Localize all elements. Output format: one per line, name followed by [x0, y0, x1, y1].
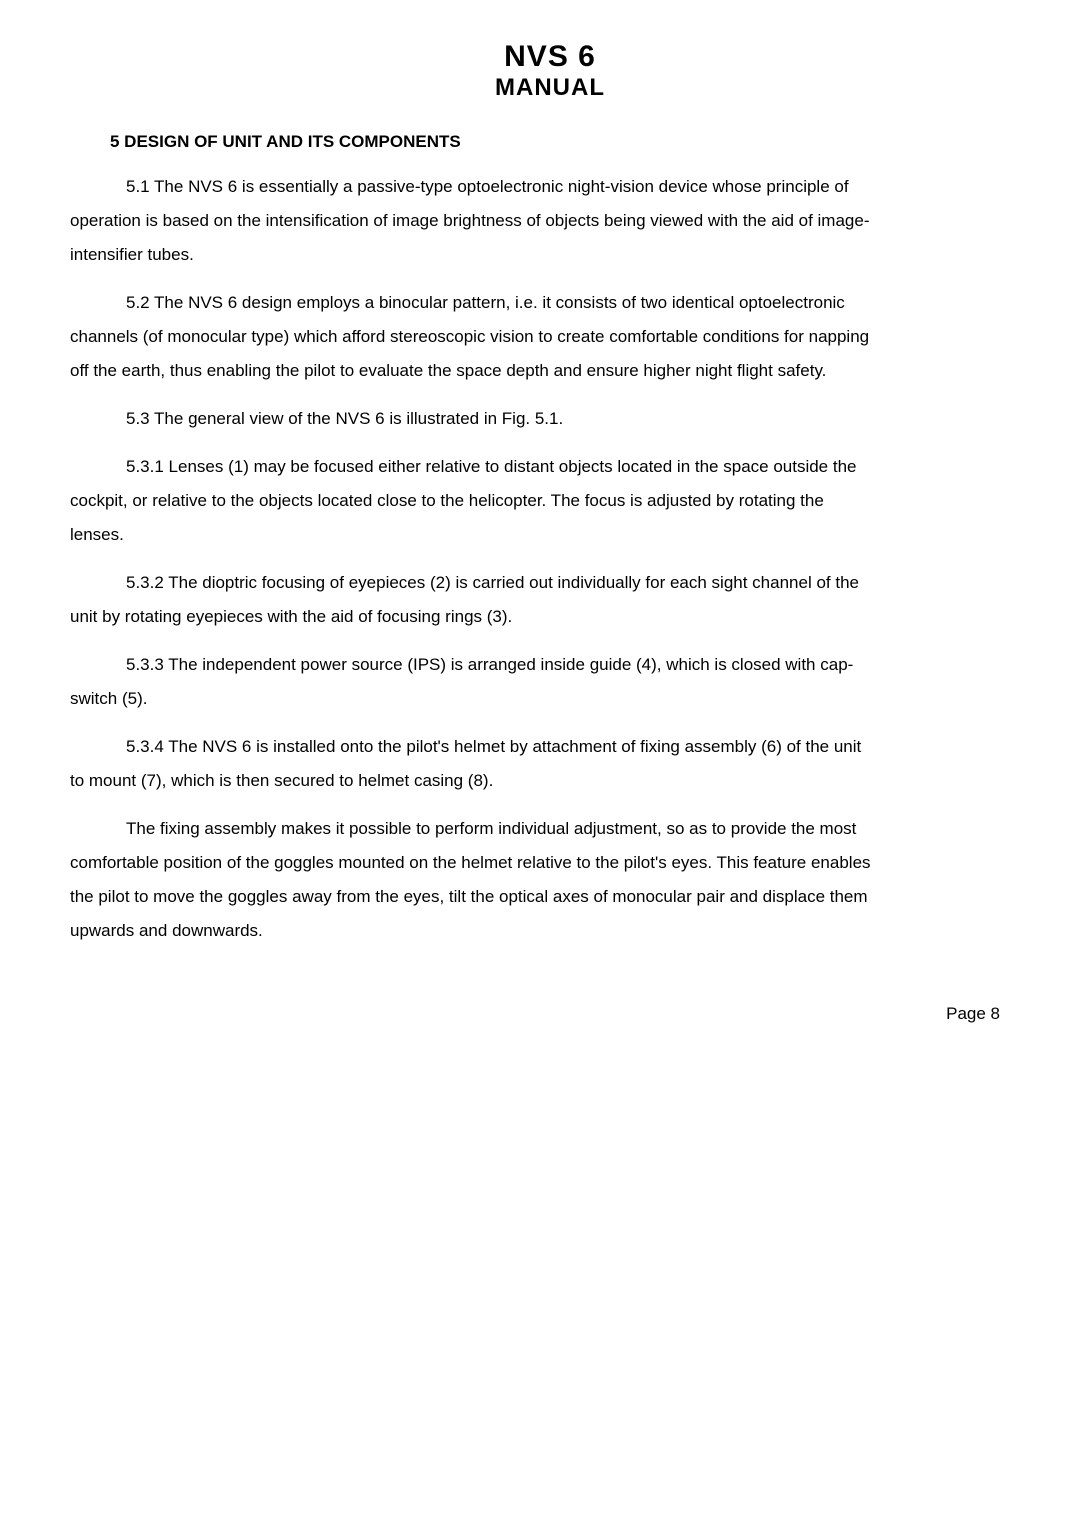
- paragraph: 5.3.2 The dioptric focusing of eyepieces…: [70, 566, 880, 634]
- paragraph: 5.3 The general view of the NVS 6 is ill…: [70, 402, 880, 436]
- paragraph: 5.3.3 The independent power source (IPS)…: [70, 648, 880, 716]
- paragraph: 5.3.1 Lenses (1) may be focused either r…: [70, 450, 880, 552]
- paragraph: 5.1 The NVS 6 is essentially a passive-t…: [70, 170, 880, 272]
- paragraph: The fixing assembly makes it possible to…: [70, 812, 880, 948]
- page-number: Page 8: [70, 1004, 1000, 1024]
- paragraph: 5.2 The NVS 6 design employs a binocular…: [70, 286, 880, 388]
- paragraph: 5.3.4 The NVS 6 is installed onto the pi…: [70, 730, 880, 798]
- title-main: NVS 6: [220, 40, 880, 74]
- title-sub: MANUAL: [220, 74, 880, 102]
- document-title-block: NVS 6 MANUAL: [220, 40, 880, 102]
- section-heading: 5 DESIGN OF UNIT AND ITS COMPONENTS: [110, 132, 880, 152]
